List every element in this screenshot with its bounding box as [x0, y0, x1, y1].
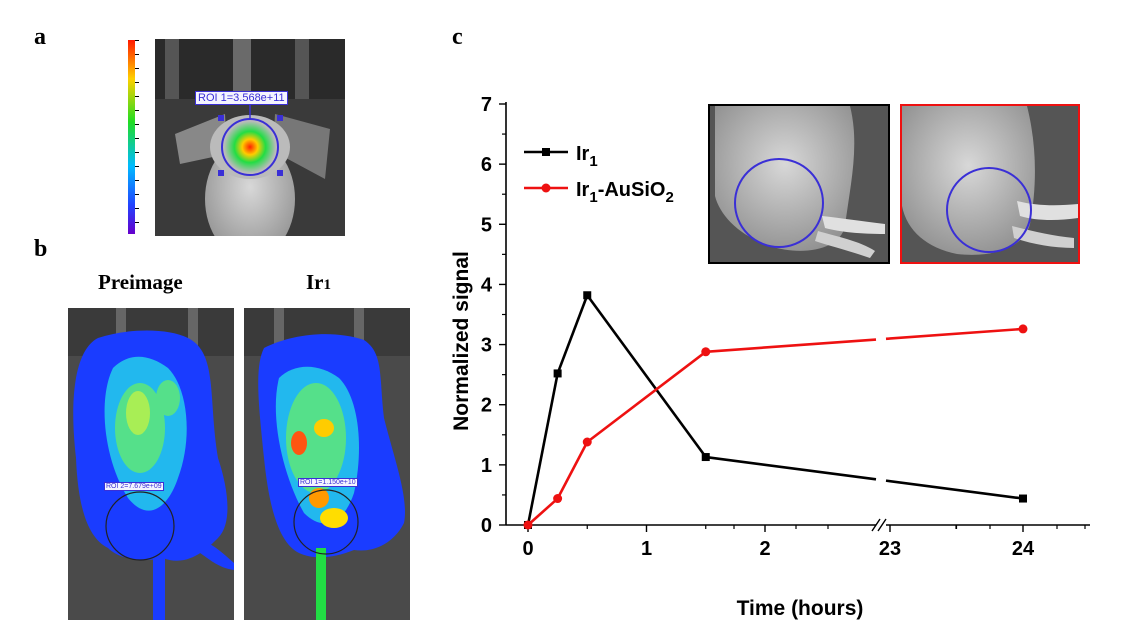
- colorscale-bar: [128, 40, 135, 234]
- y-tick-label: 2: [481, 395, 492, 417]
- panel-label-c: c: [452, 24, 463, 50]
- data-point-circle: [701, 347, 711, 357]
- axis-break-mark: [871, 518, 881, 532]
- data-point-square: [701, 453, 710, 462]
- inset-image-ir1-ausio2: [900, 104, 1080, 264]
- panel-a-mouse-image: ROI 1=3.568e+11: [155, 39, 345, 236]
- panel-label-b: b: [34, 236, 48, 262]
- y-axis-label: Normalized signal: [450, 251, 473, 431]
- series-line-segment: [705, 455, 877, 481]
- y-tick-label: 5: [481, 214, 492, 236]
- data-point-circle: [553, 494, 563, 504]
- y-tick-label: 0: [481, 515, 492, 537]
- panel-a-mouse-drawing: [155, 39, 345, 236]
- panel-b-preimage-drawing: [68, 308, 234, 620]
- series-line-segment: [885, 327, 1024, 341]
- panel-b-right-roi-label: ROI 1=1.150e+10: [298, 478, 358, 487]
- series-line-segment: [586, 294, 707, 458]
- inset-image-ir1: [708, 104, 890, 264]
- x-tick-label: 2: [759, 538, 770, 560]
- panel-b-left-roi-label: ROI 2=7.679e+09: [104, 482, 164, 491]
- axis-break-mark: [877, 518, 887, 532]
- series-line-segment: [586, 350, 707, 444]
- x-axis-label: Time (hours): [737, 597, 864, 620]
- x-tick-label: 1: [641, 538, 652, 560]
- series-line-segment: [705, 338, 877, 354]
- chart-series: [523, 291, 1028, 530]
- y-tick-label: 6: [481, 154, 492, 176]
- legend-graphic: Ir1 Ir1-AuSiO2: [524, 143, 674, 206]
- panel-b-preimage-image: ROI 2=7.679e+09: [68, 308, 234, 620]
- x-tick-label: 0: [522, 538, 533, 560]
- y-tick-label: 7: [481, 94, 492, 116]
- legend-label: Ir1-AuSiO2: [576, 179, 674, 206]
- data-point-circle: [1018, 324, 1028, 334]
- x-tick-label: 23: [879, 538, 901, 560]
- panel-b-ir1-drawing: [244, 308, 410, 620]
- colorscale-ticks: [135, 40, 139, 234]
- inset-ir1-ausio2-drawing: [902, 106, 1078, 262]
- panel-a-roi-label: ROI 1=3.568e+11: [195, 91, 288, 105]
- panel-b-preimage-title: Preimage: [98, 270, 183, 294]
- data-point-square: [553, 369, 562, 378]
- legend-marker-circle: [541, 183, 551, 193]
- series-line-segment: [526, 373, 559, 526]
- panel-b-ir1-title-main: Ir: [306, 270, 324, 294]
- x-tick-label: 24: [1012, 538, 1035, 560]
- panel-b-ir1-title-sub: 1: [323, 277, 332, 293]
- series-line-segment: [556, 441, 589, 500]
- y-tick-label: 4: [481, 274, 493, 296]
- series-line-segment: [556, 294, 589, 374]
- series-line-segment: [527, 497, 559, 526]
- chart-legend: Ir1 Ir1-AuSiO2: [522, 140, 722, 220]
- y-tick-label: 3: [481, 335, 492, 357]
- data-point-square: [583, 291, 592, 300]
- legend-label: Ir1: [576, 143, 598, 170]
- panel-b-ir1-image: ROI 1=1.150e+10: [244, 308, 410, 620]
- y-tick-label: 1: [481, 455, 492, 477]
- data-point-circle: [582, 437, 592, 447]
- inset-ir1-drawing: [710, 106, 888, 262]
- legend-marker-square: [542, 148, 550, 156]
- panel-label-a: a: [34, 24, 46, 50]
- series-line-segment: [885, 479, 1024, 500]
- panel-b-ir1-title: Ir1: [306, 270, 331, 295]
- data-point-square: [1019, 494, 1027, 503]
- data-point-circle: [523, 520, 533, 530]
